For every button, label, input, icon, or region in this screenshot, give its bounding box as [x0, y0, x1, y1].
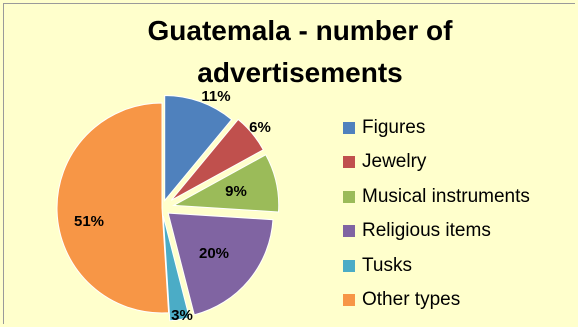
data-label-religious-items: 20% — [199, 245, 229, 262]
pie-slice-jewelry — [170, 118, 264, 201]
legend-label: Figures — [362, 117, 426, 138]
legend-item-figures: Figures — [343, 113, 573, 147]
pie-slice-musical-instruments — [171, 154, 280, 213]
data-label-musical-instruments: 9% — [225, 183, 247, 200]
legend-item-tusks: Tusks — [343, 251, 573, 285]
legend-swatch — [343, 190, 355, 203]
data-label-tusks: 3% — [171, 307, 193, 324]
legend-swatch — [343, 225, 355, 238]
data-label-jewelry: 6% — [249, 119, 271, 136]
legend-label: Tusks — [362, 254, 412, 276]
data-label-other-types: 51% — [74, 213, 104, 230]
pie-slice-other-types — [56, 102, 170, 314]
pie-slice-figures — [164, 94, 233, 202]
legend-label: Musical instruments — [362, 185, 530, 207]
legend-label: Religious items — [362, 220, 491, 242]
legend-item-jewelry: Jewelry — [343, 147, 573, 181]
legend-swatch — [343, 294, 355, 306]
legend-item-musical-instruments: Musical instruments — [343, 182, 573, 216]
legend-label: Other types — [362, 289, 461, 310]
data-label-figures: 11% — [201, 88, 230, 105]
chart-title: Guatemala - number of advertisements — [147, 15, 453, 88]
legend-label: Jewelry — [362, 151, 427, 173]
legend-item-religious-items: Religious items — [343, 216, 573, 250]
pie-slices — [56, 94, 280, 322]
legend-swatch — [343, 156, 355, 169]
pie-slice-tusks — [162, 215, 190, 322]
chart-frame — [3, 3, 575, 324]
legend-swatch — [343, 122, 355, 134]
legend-item-other-types: Other types — [343, 285, 573, 319]
legend-swatch — [343, 259, 355, 272]
pie-slice-religious-items — [167, 212, 274, 316]
pie-data-labels: 11% 6% 9% 20% 3% 51% — [74, 88, 271, 324]
